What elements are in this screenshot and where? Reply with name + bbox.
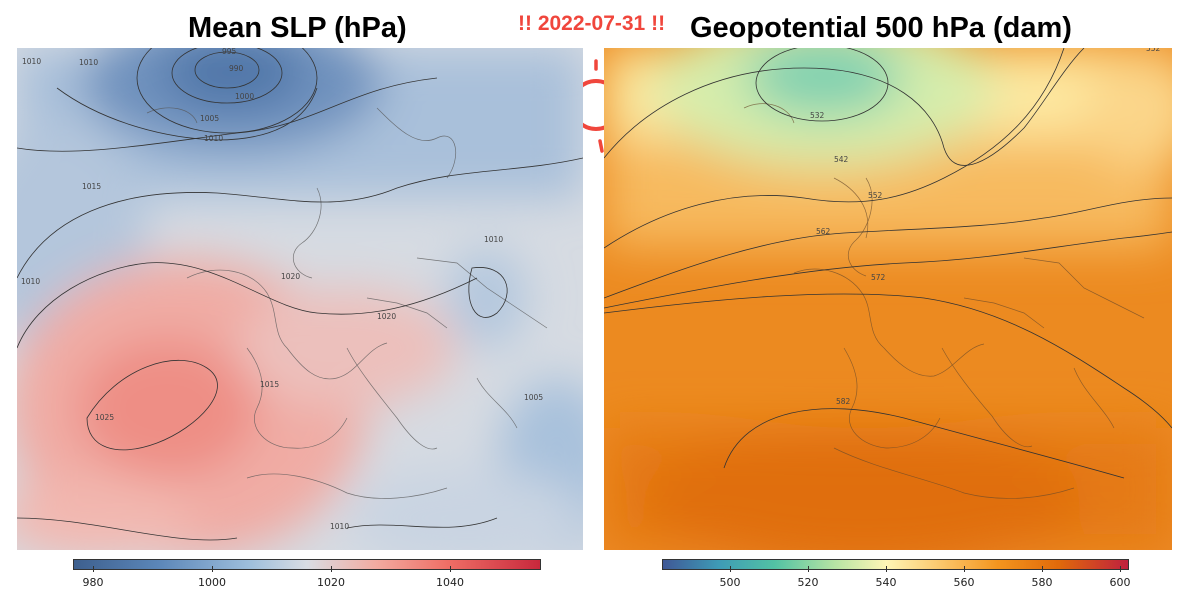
slp-colorbar-tick [212, 566, 213, 572]
slp-map: 995 990 1000 1005 1010 1010 1015 1020 10… [17, 48, 583, 550]
slp-contour-label: 1000 [235, 92, 254, 101]
geopotential-colorbar-tick-label: 560 [953, 576, 975, 589]
slp-contour-label: 1010 [79, 58, 98, 67]
slp-contour-label: 1010 [204, 134, 223, 143]
slp-contour-label: 1010 [484, 235, 503, 244]
geopotential-colorbar-tick-label: 520 [797, 576, 819, 589]
slp-contour-label: 1005 [524, 393, 543, 402]
geopotential-colorbar-tick [886, 566, 887, 572]
geopotential-colorbar-tick-label: 580 [1031, 576, 1053, 589]
slp-contour-label: 1010 [21, 277, 40, 286]
geopotential-contour-label: 572 [871, 273, 886, 282]
slp-contour-label: 1015 [260, 380, 279, 389]
geopotential-colorbar-tick-label: 600 [1109, 576, 1131, 589]
slp-contour-label: 1010 [330, 522, 349, 531]
geopotential-contour-label: 542 [834, 155, 849, 164]
geopotential-contour-label: 552 [1146, 48, 1161, 53]
slp-contour-label: 1025 [95, 413, 114, 422]
slp-contour-label: 1010 [22, 57, 41, 66]
slp-contour-label: 990 [229, 64, 244, 73]
slp-map-title: Mean SLP (hPa) [188, 12, 407, 44]
geopotential-colorbar-tick [730, 566, 731, 572]
slp-colorbar-tick-label: 980 [82, 576, 104, 589]
slp-contour-label: 1020 [281, 272, 300, 281]
geopotential-map: 532 542 552 562 572 582 552 [604, 48, 1172, 550]
slp-colorbar [73, 559, 541, 570]
geopotential-map-title: Geopotential 500 hPa (dam) [690, 12, 1072, 44]
geopotential-contour-label: 582 [836, 397, 851, 406]
slp-colorbar-tick [450, 566, 451, 572]
slp-colorbar-tick-label: 1020 [317, 576, 345, 589]
geopotential-colorbar-tick [1120, 566, 1121, 572]
slp-colorbar-tick-label: 1040 [436, 576, 464, 589]
geopotential-contour-label: 552 [868, 191, 883, 200]
slp-contour-label: 1020 [377, 312, 396, 321]
date-label: !! 2022-07-31 !! [518, 12, 666, 35]
geopotential-colorbar-tick [1042, 566, 1043, 572]
geopotential-contour-label: 562 [816, 227, 831, 236]
slp-contour-label: 995 [222, 48, 237, 56]
geopotential-contour-label: 532 [810, 111, 825, 120]
geopotential-colorbar-tick [808, 566, 809, 572]
geopotential-colorbar [662, 559, 1129, 570]
slp-colorbar-tick-label: 1000 [198, 576, 226, 589]
slp-contour-label: 1005 [200, 114, 219, 123]
geopotential-colorbar-tick [964, 566, 965, 572]
slp-contour-label: 1015 [82, 182, 101, 191]
geopotential-colorbar-tick-label: 540 [875, 576, 897, 589]
geopotential-colorbar-tick-label: 500 [719, 576, 741, 589]
slp-colorbar-tick [93, 566, 94, 572]
slp-colorbar-tick [331, 566, 332, 572]
